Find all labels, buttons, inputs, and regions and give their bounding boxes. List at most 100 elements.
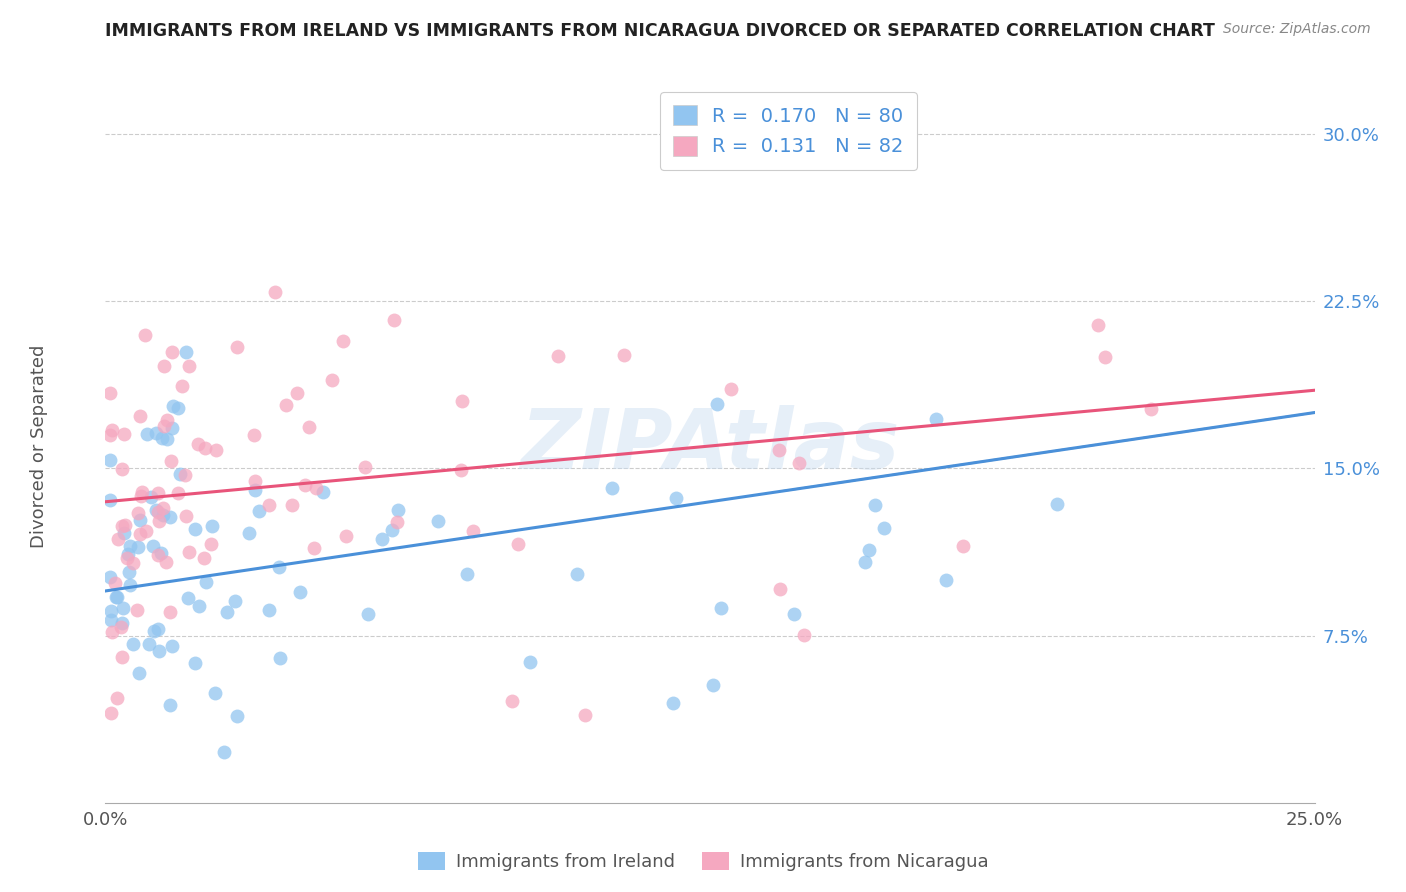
Point	[925, 411, 948, 425]
Point	[264, 285, 287, 299]
Point	[146, 548, 169, 562]
Point	[155, 555, 177, 569]
Point	[305, 481, 328, 495]
Point	[451, 394, 474, 409]
Point	[112, 426, 135, 441]
Point	[129, 527, 152, 541]
Point	[193, 551, 215, 566]
Point	[935, 573, 957, 587]
Point	[146, 485, 169, 500]
Point	[160, 639, 183, 653]
Point	[302, 541, 325, 555]
Point	[176, 508, 198, 523]
Text: Divorced or Separated: Divorced or Separated	[30, 344, 48, 548]
Point	[100, 493, 122, 508]
Point	[664, 491, 686, 505]
Point	[100, 706, 122, 720]
Point	[335, 529, 357, 543]
Point	[146, 505, 169, 519]
Point	[243, 483, 266, 498]
Point	[187, 599, 209, 613]
Point	[194, 442, 217, 456]
Point	[873, 521, 896, 535]
Point	[170, 379, 193, 393]
Point	[382, 313, 405, 327]
Point	[357, 607, 380, 622]
Point	[117, 547, 139, 561]
Point	[167, 401, 190, 415]
Point	[201, 519, 224, 533]
Point	[783, 607, 806, 622]
Point	[105, 590, 128, 604]
Point	[156, 413, 179, 427]
Point	[288, 585, 311, 599]
Point	[226, 709, 249, 723]
Point	[111, 601, 134, 615]
Point	[143, 624, 166, 638]
Point	[166, 485, 188, 500]
Point	[506, 537, 529, 551]
Point	[952, 539, 974, 553]
Point	[162, 399, 184, 413]
Point	[150, 431, 173, 445]
Point	[153, 359, 176, 373]
Point	[269, 559, 291, 574]
Point	[100, 423, 122, 437]
Point	[159, 605, 181, 619]
Point	[159, 454, 181, 468]
Point	[865, 498, 887, 512]
Point	[98, 385, 121, 400]
Point	[769, 582, 792, 596]
Point	[98, 453, 121, 467]
Point	[1087, 318, 1109, 333]
Point	[152, 501, 174, 516]
Point	[461, 524, 484, 539]
Point	[269, 651, 291, 665]
Point	[177, 591, 200, 606]
Point	[858, 542, 880, 557]
Point	[122, 556, 145, 570]
Point	[613, 348, 636, 362]
Point	[547, 349, 569, 363]
Point	[127, 506, 149, 520]
Point	[853, 555, 876, 569]
Point	[224, 593, 246, 607]
Point	[100, 613, 122, 627]
Point	[111, 615, 134, 630]
Point	[118, 578, 141, 592]
Point	[131, 484, 153, 499]
Point	[294, 478, 316, 492]
Point	[281, 498, 304, 512]
Point	[450, 463, 472, 477]
Point	[501, 694, 523, 708]
Point	[145, 425, 167, 440]
Point	[127, 603, 149, 617]
Point	[247, 504, 270, 518]
Point	[332, 334, 354, 348]
Point	[128, 409, 150, 424]
Point	[184, 522, 207, 536]
Point	[243, 474, 266, 488]
Point	[312, 484, 335, 499]
Point	[257, 603, 280, 617]
Point	[121, 637, 143, 651]
Point	[145, 502, 167, 516]
Point	[1140, 401, 1163, 416]
Point	[159, 698, 181, 713]
Point	[146, 622, 169, 636]
Point	[519, 656, 541, 670]
Point	[710, 601, 733, 615]
Point	[114, 526, 136, 541]
Point	[385, 516, 408, 530]
Point	[787, 456, 810, 470]
Point	[128, 665, 150, 680]
Point	[768, 442, 790, 457]
Point	[298, 420, 321, 434]
Point	[354, 460, 377, 475]
Point	[565, 566, 588, 581]
Point	[111, 518, 134, 533]
Point	[243, 428, 266, 442]
Point	[169, 467, 191, 481]
Point	[129, 513, 152, 527]
Text: ZIPAtlas: ZIPAtlas	[520, 406, 900, 486]
